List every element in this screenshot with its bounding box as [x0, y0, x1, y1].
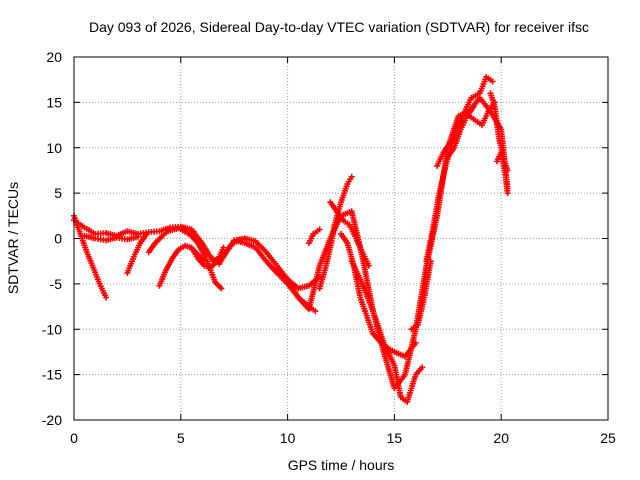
y-tick-label: 10	[46, 140, 62, 156]
x-tick-label: 15	[387, 430, 403, 446]
data-point	[316, 226, 323, 233]
data-point	[489, 78, 496, 85]
data-point	[190, 228, 197, 235]
y-tick-label: 0	[54, 231, 62, 247]
y-tick-label: -15	[42, 367, 62, 383]
axis-ticks: 0 5 10 15 20 25 -20 -15 -10 -5 0 5 10 15 20	[42, 49, 616, 446]
data-point	[504, 190, 511, 197]
data-point	[220, 244, 227, 251]
y-axis-title: SDTVAR / TECUs	[5, 182, 21, 294]
data-point	[103, 294, 110, 301]
y-tick-label: -5	[50, 276, 63, 292]
data-point	[218, 285, 225, 292]
y-tick-label: 15	[46, 94, 62, 110]
x-axis-title: GPS time / hours	[288, 457, 395, 473]
x-tick-label: 0	[70, 430, 78, 446]
data-point	[365, 262, 372, 269]
chart-title: Day 093 of 2026, Sidereal Day-to-day VTE…	[89, 19, 589, 35]
x-tick-label: 25	[600, 430, 616, 446]
data-point	[412, 339, 419, 346]
data-points	[71, 73, 511, 405]
data-point	[348, 173, 355, 180]
x-tick-label: 10	[280, 430, 296, 446]
grid	[74, 57, 608, 420]
y-tick-label: -20	[42, 412, 62, 428]
x-tick-label: 20	[493, 430, 509, 446]
x-tick-label: 5	[177, 430, 185, 446]
data-point	[470, 103, 477, 110]
y-tick-label: 5	[54, 185, 62, 201]
data-point	[135, 233, 142, 240]
y-tick-label: -10	[42, 321, 62, 337]
data-point	[419, 364, 426, 371]
y-tick-label: 20	[46, 49, 62, 65]
data-point	[143, 230, 150, 237]
data-point	[312, 308, 319, 315]
